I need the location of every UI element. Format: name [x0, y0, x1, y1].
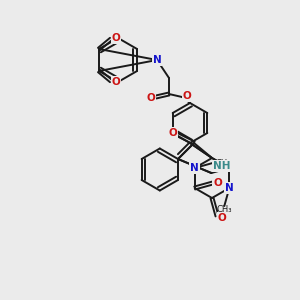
Text: O: O [213, 178, 222, 188]
Text: O: O [183, 91, 191, 101]
Text: O: O [218, 213, 226, 223]
Text: N: N [153, 55, 161, 65]
Text: CH₃: CH₃ [216, 158, 231, 167]
Text: CH₃: CH₃ [217, 206, 232, 214]
Text: N: N [190, 163, 199, 173]
Text: O: O [112, 77, 120, 87]
Text: NH: NH [213, 161, 230, 171]
Text: O: O [169, 128, 177, 138]
Text: N: N [225, 183, 234, 193]
Text: O: O [112, 33, 120, 43]
Text: O: O [147, 93, 155, 103]
